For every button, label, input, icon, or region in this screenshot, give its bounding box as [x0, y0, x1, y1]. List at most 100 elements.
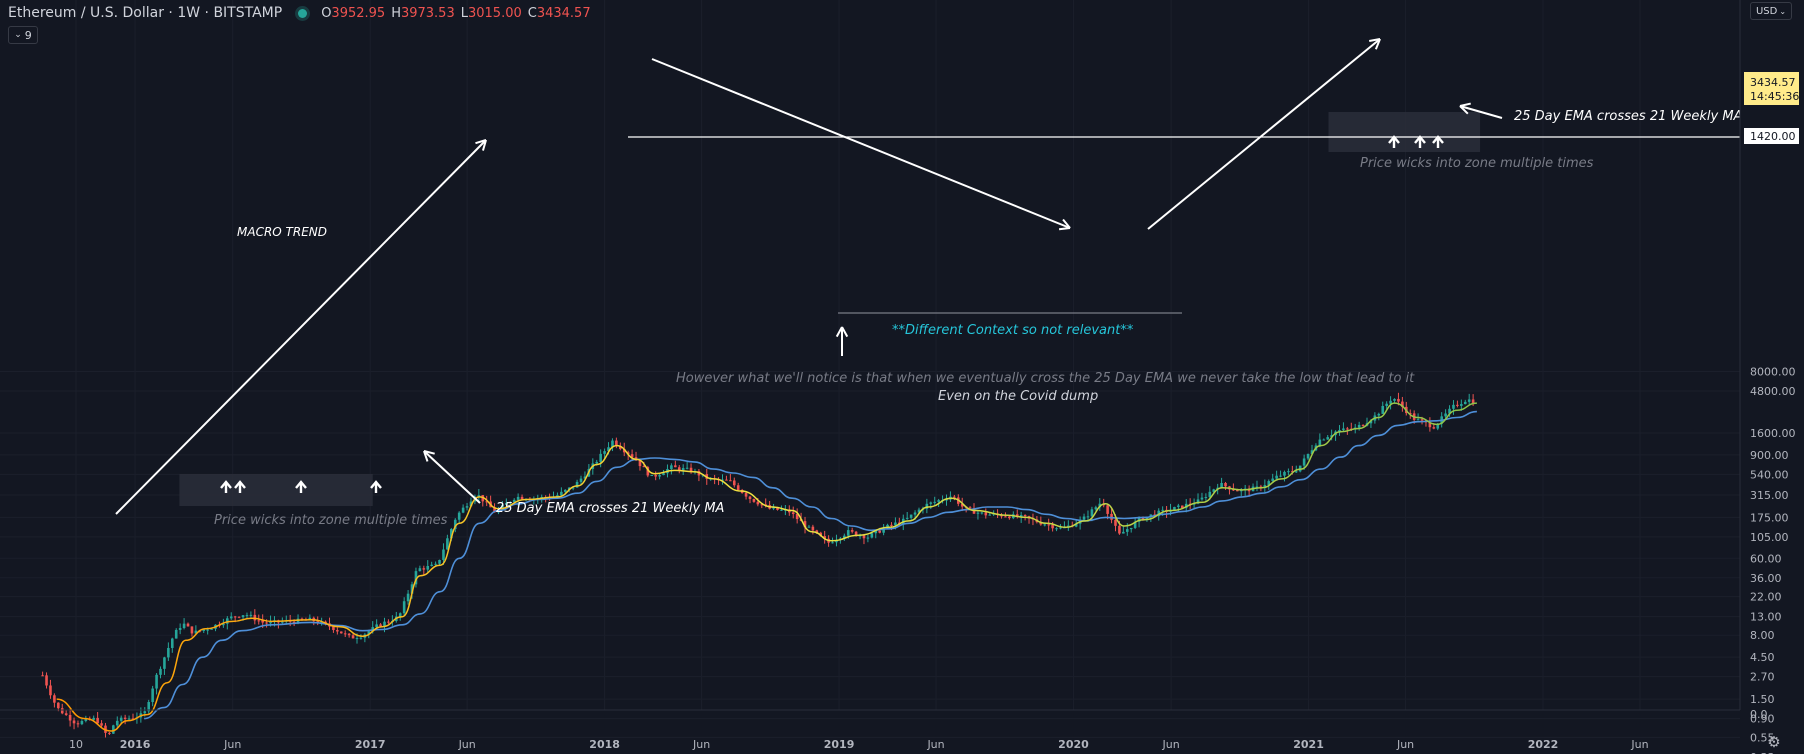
candle	[339, 631, 343, 634]
time-axis[interactable]: 10 2016 Jun 2017 Jun 2018 Jun 2019 Jun 2020 Jun 202…	[0, 709, 1740, 751]
candle	[748, 495, 752, 504]
candle	[807, 524, 811, 528]
candle	[1467, 393, 1471, 405]
candle	[167, 642, 170, 661]
arrow-up-icon	[1414, 135, 1426, 148]
cross-pointer-right-arrow	[1459, 102, 1503, 119]
candle	[72, 717, 76, 730]
candle	[1318, 433, 1322, 448]
candle	[1082, 513, 1086, 521]
candle	[1401, 396, 1404, 412]
high-label: H	[391, 5, 401, 21]
candle	[980, 511, 984, 515]
arrow-up-icon	[1388, 135, 1400, 148]
candle	[477, 489, 481, 502]
market-status-icon	[298, 8, 308, 18]
candle	[1456, 400, 1459, 408]
candle	[151, 685, 154, 707]
candle	[1377, 412, 1381, 421]
candle	[147, 699, 151, 714]
candle	[1204, 493, 1208, 501]
candle	[182, 618, 186, 630]
currency-button[interactable]: USD ⌄	[1750, 2, 1792, 20]
candle	[194, 625, 198, 635]
symbol-name[interactable]: Ethereum / U.S. Dollar	[8, 5, 164, 21]
zone-note-left: Price wicks into zone multiple times	[214, 513, 448, 528]
candle	[446, 534, 449, 550]
candle	[1220, 477, 1223, 489]
candle	[1385, 401, 1388, 410]
candle	[988, 512, 992, 516]
candle	[677, 465, 681, 474]
candle	[905, 511, 909, 520]
support-zone-right	[1328, 112, 1481, 152]
candle	[560, 487, 563, 497]
time-tick-label: Jun	[223, 738, 241, 751]
candle	[1275, 470, 1278, 480]
low-label: L	[460, 5, 468, 21]
covid-note: Even on the Covid dump	[938, 389, 1098, 404]
candle	[461, 504, 465, 514]
level-price-label: 1420.00	[1744, 128, 1799, 144]
candle	[725, 475, 728, 481]
candle	[155, 673, 158, 695]
candle	[960, 497, 964, 512]
zone-note-right: Price wicks into zone multiple times	[1360, 156, 1594, 171]
header-sep-2: ·	[200, 5, 214, 21]
candle	[422, 565, 426, 576]
candle	[823, 530, 826, 544]
time-tick-label: Jun	[692, 738, 710, 751]
candle	[119, 715, 123, 724]
candle	[658, 473, 661, 480]
candle	[115, 716, 119, 730]
exchange-label: BITSTAMP	[213, 5, 283, 21]
open-label: O	[321, 5, 332, 21]
candle	[226, 616, 229, 630]
zones	[179, 112, 1481, 506]
time-tick-label: Jun	[1630, 738, 1648, 751]
countdown-value: 14:45:36	[1750, 90, 1799, 103]
candle	[791, 506, 795, 519]
gear-icon[interactable]: ⚙	[1767, 733, 1781, 751]
candle	[925, 498, 929, 514]
price-tick-label: 0.90	[1750, 713, 1775, 726]
candle	[866, 534, 870, 543]
candle	[426, 560, 430, 573]
price-tick-label: 0.33	[1750, 751, 1775, 754]
candle	[1338, 425, 1341, 436]
candle	[650, 474, 654, 477]
support-zone-left	[179, 474, 373, 506]
candle	[60, 703, 64, 715]
level-price-value: 1420.00	[1750, 130, 1796, 143]
candle	[674, 460, 677, 468]
uptrend-arrow	[1147, 38, 1381, 230]
indicators-toggle-button[interactable]: ⌄ 9	[8, 26, 38, 44]
candle	[1287, 468, 1290, 476]
price-axis-background	[1740, 0, 1804, 754]
price-tick-label: 1600.00	[1750, 427, 1796, 440]
time-tick-label: Jun	[1162, 738, 1180, 751]
candle	[1200, 492, 1204, 501]
candle	[45, 672, 48, 689]
candle	[843, 533, 846, 541]
candle	[174, 628, 178, 639]
candle	[170, 637, 174, 653]
price-tick-label: 36.00	[1750, 572, 1782, 585]
candle	[1452, 400, 1455, 415]
candle	[414, 567, 418, 588]
candle	[945, 494, 948, 506]
cross-note-left: 25 Day EMA crosses 21 Weekly MA	[496, 501, 724, 516]
time-tick-label: 2021	[1293, 738, 1324, 751]
candle	[1283, 470, 1286, 482]
price-tick-label: 60.00	[1750, 552, 1782, 565]
candle	[811, 524, 815, 535]
candle	[96, 712, 99, 725]
candle	[131, 713, 135, 720]
candle	[976, 510, 980, 520]
interval-label[interactable]: 1W	[177, 5, 201, 21]
price-axis[interactable]: 8000.00 4800.00 1600.00 900.00 540.00 315.00 1…	[1739, 0, 1804, 754]
arrow-up-icon	[220, 480, 232, 493]
candle	[630, 449, 634, 462]
